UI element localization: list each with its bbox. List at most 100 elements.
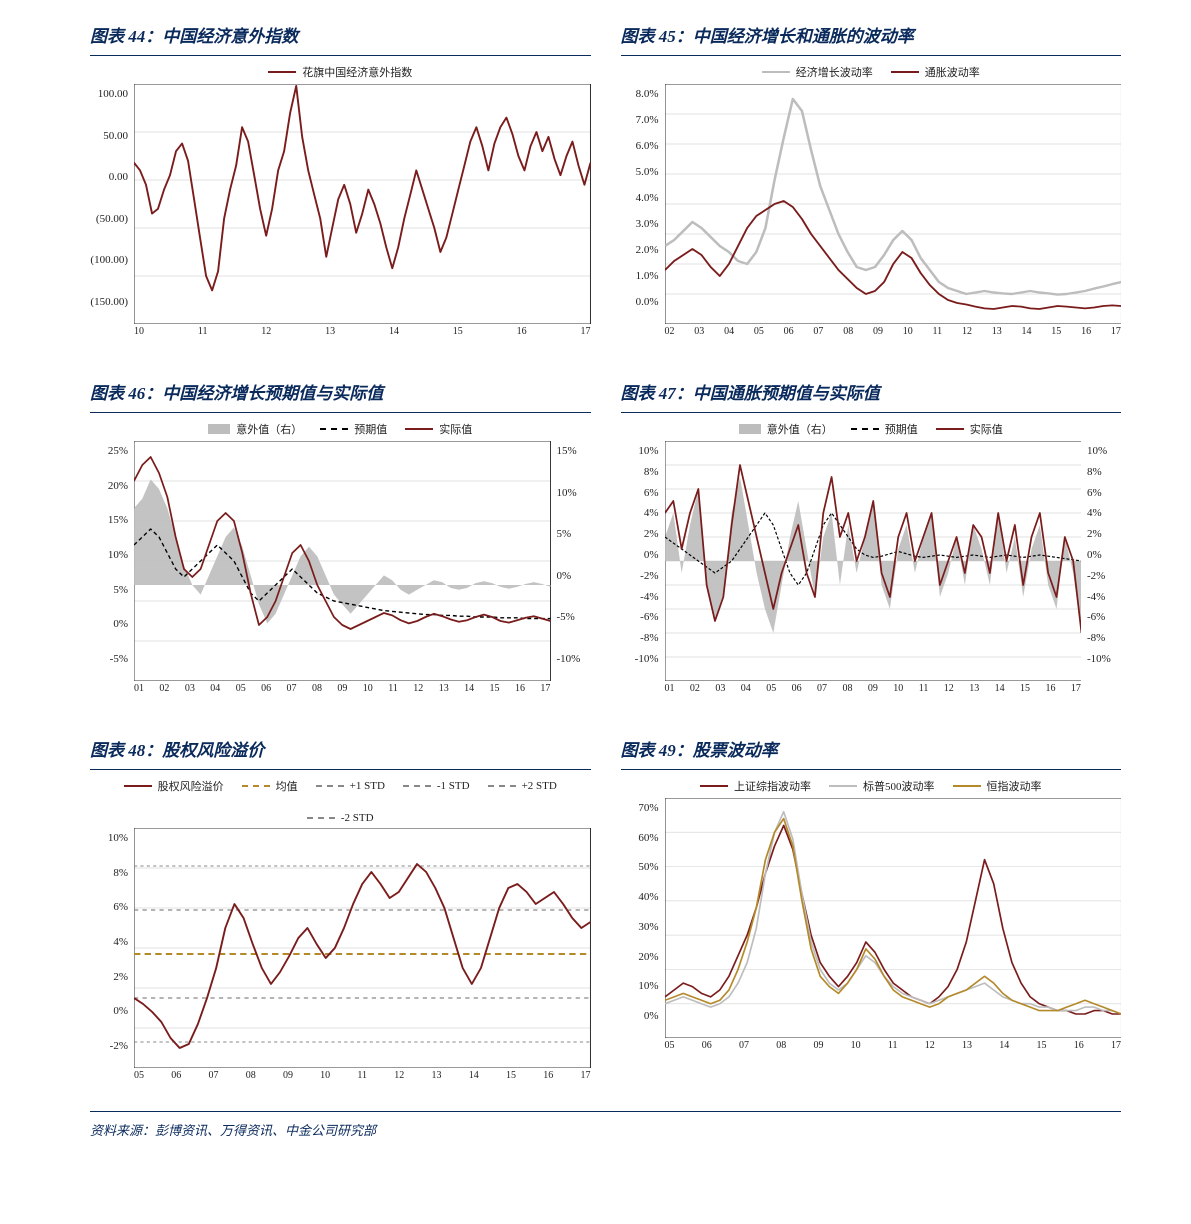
x-axis: 1011121314151617 [90,326,591,337]
y-tick-label: 6% [1087,487,1102,499]
legend-swatch [320,428,348,430]
plot-area [665,798,1122,1038]
y-axis: 70%60%50%40%30%20%10%0% [621,798,665,1038]
x-tick-label: 10 [851,1040,861,1051]
y-axis: 25%20%15%10%5%0%-5% [90,441,134,681]
y-tick-label: (150.00) [90,296,128,308]
x-tick-label: 07 [817,683,827,694]
x-tick-label: 05 [134,1070,144,1081]
y-tick-label: 0% [113,618,128,630]
y-tick-label: 15% [557,445,577,457]
x-tick-label: 17 [540,683,550,694]
legend-swatch [208,424,230,434]
legend-swatch [953,785,981,787]
legend-swatch [891,71,919,73]
x-tick-label: 06 [171,1070,181,1081]
legend-swatch [739,424,761,434]
y-tick-label: 100.00 [98,88,128,100]
x-tick-label: 07 [813,326,823,337]
x-tick-label: 12 [413,683,423,694]
x-tick-label: 15 [453,326,463,337]
chart-panel-c48: 图表 48：股权风险溢价股权风险溢价均值+1 STD-1 STD+2 STD-2… [90,734,591,1081]
y-tick-label: 30% [638,921,658,933]
legend-label: 标普500波动率 [863,778,935,794]
x-tick-label: 11 [198,326,208,337]
y-tick-label: -10% [557,653,581,665]
y-tick-label: 6% [644,487,659,499]
legend-label: 通胀波动率 [925,64,980,80]
legend-item: 经济增长波动率 [762,64,873,80]
legend-item: 均值 [242,778,298,794]
x-tick-label: 07 [739,1040,749,1051]
legend-item: 预期值 [320,421,387,437]
plot-area [665,441,1082,681]
x-tick-label: 10 [363,683,373,694]
plot-area [134,84,591,324]
legend-item: 恒指波动率 [953,778,1042,794]
x-tick-label: 15 [506,1070,516,1081]
y-tick-label: 5.0% [636,166,659,178]
x-tick-label: 14 [469,1070,479,1081]
y-tick-label: 20% [638,951,658,963]
plot-area [134,828,591,1068]
y-tick-label: 8% [1087,466,1102,478]
x-tick-label: 08 [776,1040,786,1051]
legend-label: 实际值 [970,421,1003,437]
x-tick-label: 11 [888,1040,898,1051]
y-tick-label: -5% [110,653,128,665]
x-tick-label: 12 [925,1040,935,1051]
x-tick-label: 05 [665,1040,675,1051]
chart-panel-c49: 图表 49：股票波动率上证综指波动率标普500波动率恒指波动率70%60%50%… [621,734,1122,1081]
legend-item: 上证综指波动率 [700,778,811,794]
y-tick-label: 5% [113,584,128,596]
x-tick-label: 12 [261,326,271,337]
y-tick-label: 20% [108,480,128,492]
y-tick-label: 1.0% [636,270,659,282]
legend-label: 预期值 [885,421,918,437]
legend-label: 花旗中国经济意外指数 [302,64,412,80]
legend: 花旗中国经济意外指数 [90,64,591,80]
x-tick-label: 13 [325,326,335,337]
x-tick-label: 14 [1022,326,1032,337]
x-tick-label: 08 [246,1070,256,1081]
y-tick-label: 10% [108,832,128,844]
x-tick-label: 04 [741,683,751,694]
y-tick-label: 40% [638,891,658,903]
x-tick-label: 14 [999,1040,1009,1051]
y-tick-label: 7.0% [636,114,659,126]
y-tick-label: -5% [557,611,575,623]
x-tick-label: 17 [1071,683,1081,694]
legend: 意外值（右）预期值实际值 [621,421,1122,437]
x-tick-label: 01 [665,683,675,694]
legend-label: 股权风险溢价 [158,778,224,794]
x-tick-label: 17 [580,326,590,337]
y-tick-label: 3.0% [636,218,659,230]
y-tick-label: 10% [557,487,577,499]
chart-title: 图表 45：中国经济增长和通胀的波动率 [621,20,1122,56]
y-tick-label: 60% [638,832,658,844]
legend: 上证综指波动率 标普500波动率 恒指波动率 [621,778,1122,794]
legend-item: -2 STD [307,812,374,824]
y-tick-label: 0% [113,1005,128,1017]
y-axis: 10%8%6%4%2%0%-2%-4%-6%-8%-10% [621,441,665,681]
x-tick-label: 09 [873,326,883,337]
x-tick-label: 07 [208,1070,218,1081]
x-tick-label: 11 [919,683,929,694]
y-tick-label: 0.00 [109,171,128,183]
x-tick-label: 06 [792,683,802,694]
x-tick-label: 16 [1045,683,1055,694]
x-tick-label: 06 [702,1040,712,1051]
y-tick-label: 50% [638,861,658,873]
x-tick-label: 13 [962,1040,972,1051]
chart-title: 图表 44：中国经济意外指数 [90,20,591,56]
x-axis: 0102030405060708091011121314151617 [90,683,591,694]
x-tick-label: 05 [236,683,246,694]
y-tick-label: -8% [640,632,658,644]
y-tick-label: 5% [557,528,572,540]
y-axis-right: 15%10%5%0%-5%-10% [551,441,591,681]
y-tick-label: 8% [113,867,128,879]
legend-swatch [851,428,879,430]
y-tick-label: 4.0% [636,192,659,204]
chart-panel-c45: 图表 45：中国经济增长和通胀的波动率经济增长波动率通胀波动率8.0%7.0%6… [621,20,1122,337]
y-tick-label: 10% [638,445,658,457]
